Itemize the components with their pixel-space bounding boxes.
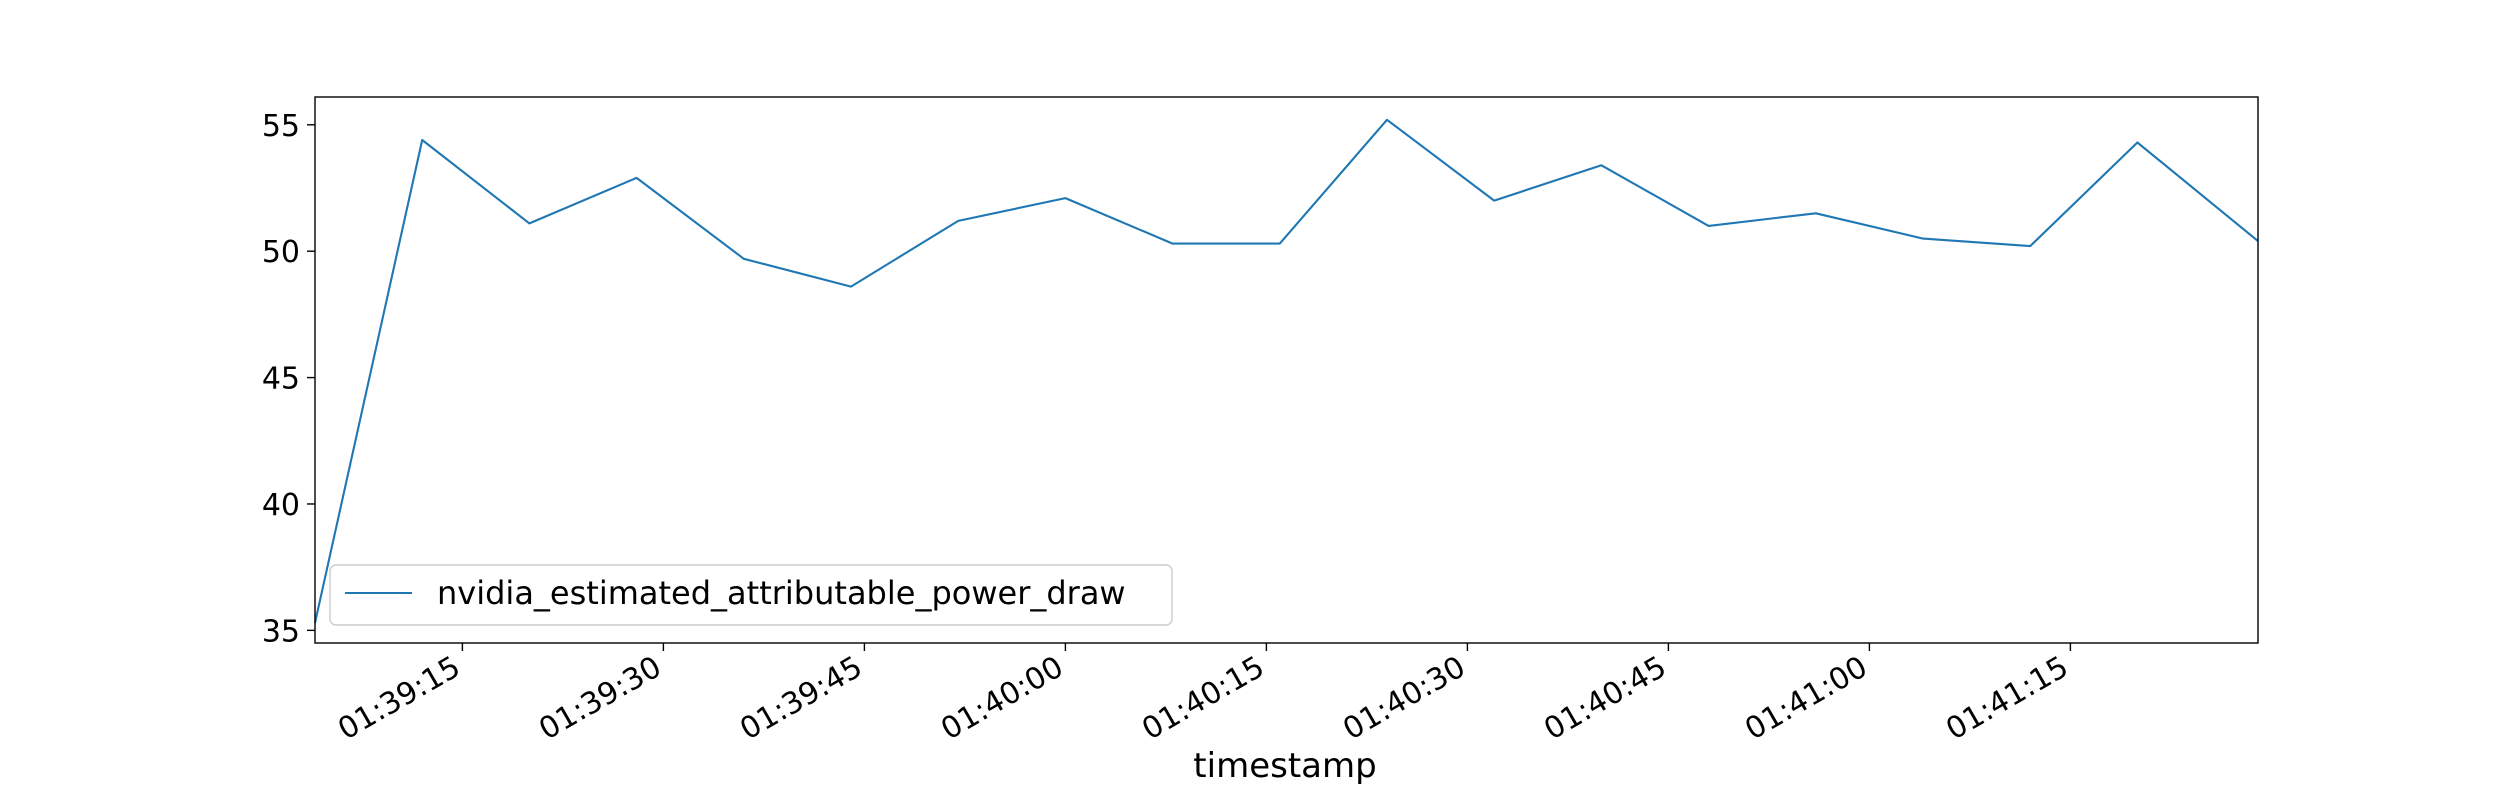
x-tick-label: 01:41:15 [1940, 650, 2074, 748]
legend-label: nvidia_estimated_attributable_power_draw [437, 574, 1126, 612]
x-tick-label: 01:39:45 [734, 650, 868, 748]
y-tick-label: 50 [262, 235, 300, 270]
x-tick-label: 01:39:15 [332, 650, 466, 748]
y-axis: 35 40 45 50 55 [262, 109, 315, 649]
plot-area [313, 96, 2259, 644]
x-axis: 01:39:15 01:39:30 01:39:45 01:40:00 01:40:15… [332, 643, 2074, 747]
x-tick-label: 01:41:00 [1739, 650, 1873, 748]
x-tick-label: 01:39:30 [533, 650, 667, 748]
x-tick-label: 01:40:30 [1337, 650, 1471, 748]
y-tick-label: 55 [262, 109, 300, 144]
x-tick-label: 01:40:00 [935, 650, 1069, 748]
plot-frame [314, 96, 2259, 644]
y-tick-label: 45 [262, 362, 300, 397]
series-line [313, 118, 2259, 624]
x-tick-label: 01:40:15 [1136, 650, 1270, 748]
x-tick-label: 01:40:45 [1538, 650, 1672, 748]
y-tick-label: 40 [262, 488, 300, 523]
x-axis-label: timestamp [1193, 746, 1376, 786]
y-tick-label: 35 [262, 614, 300, 649]
legend-box [329, 564, 1173, 626]
legend: nvidia_estimated_attributable_power_draw [329, 564, 1173, 626]
